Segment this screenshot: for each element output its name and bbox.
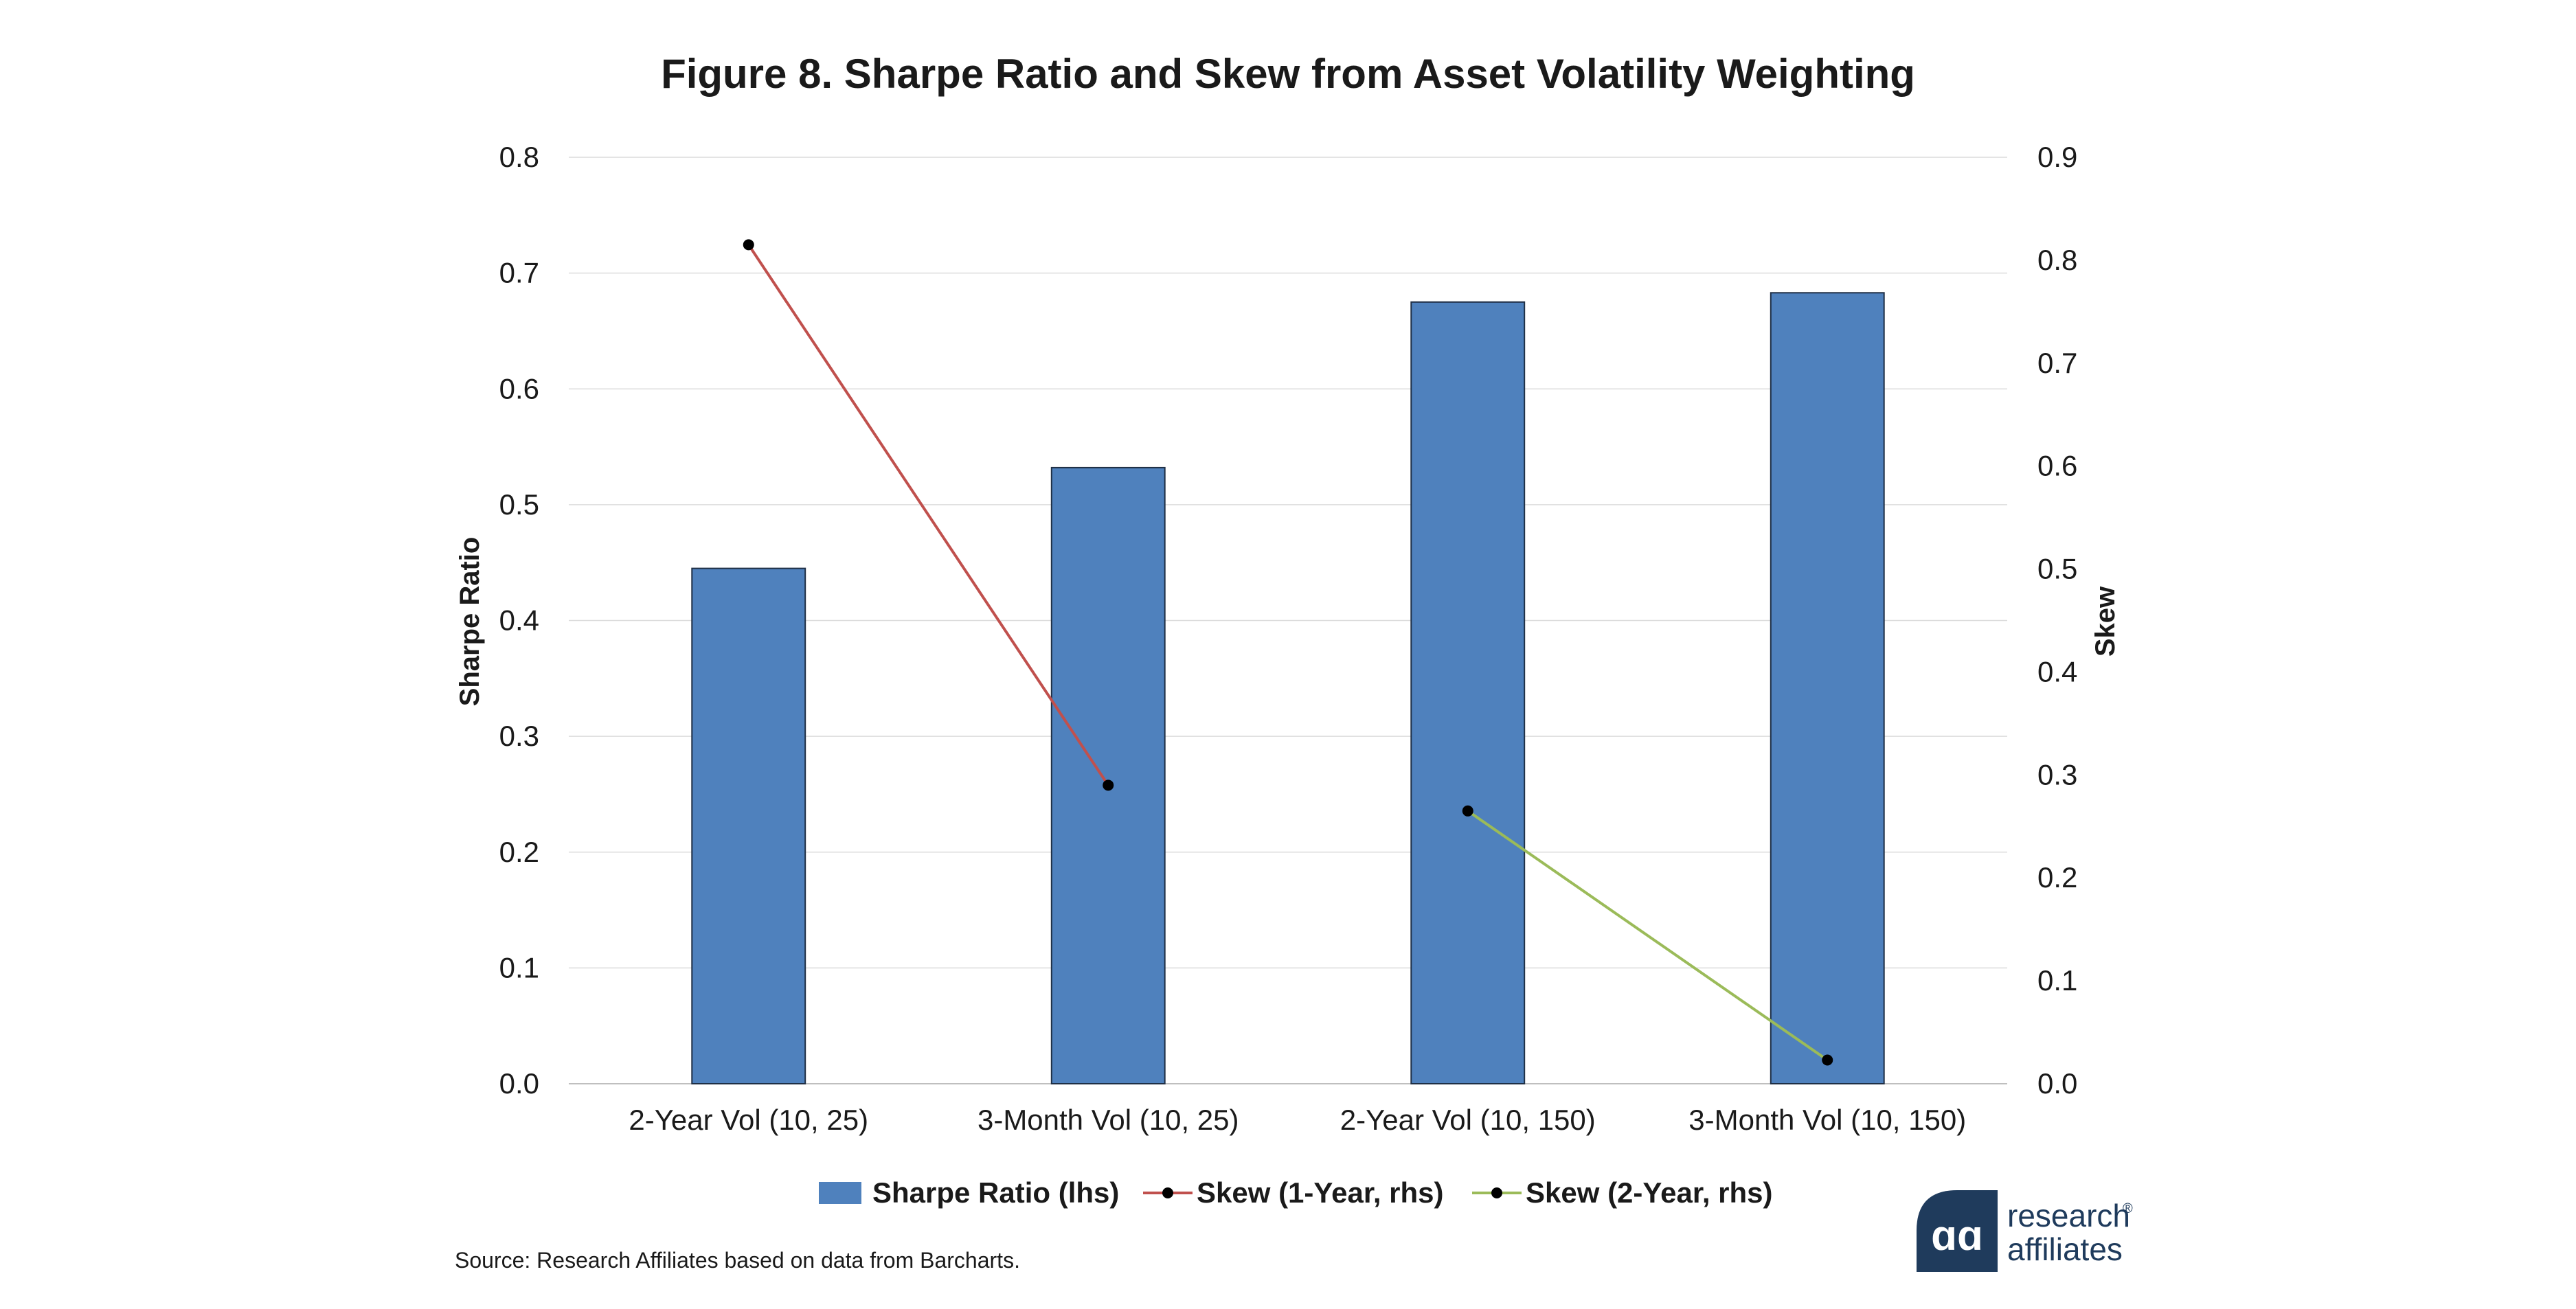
legend-swatch-bar (819, 1182, 861, 1204)
y2-axis-ticks: 0.0 0.1 0.2 0.3 0.4 0.5 0.6 0.7 0.8 0.9 (2037, 141, 2077, 1100)
legend-swatch-marker (1162, 1187, 1173, 1198)
bar-series (691, 292, 1885, 1084)
legend-entry-label: Skew (1-Year, rhs) (1197, 1176, 1444, 1209)
logo-mark-letters: ɑɑ (1931, 1212, 1983, 1260)
y2-tick-label: 0.6 (2037, 450, 2077, 482)
chart-title: Figure 8. Sharpe Ratio and Skew from Ass… (661, 51, 1915, 97)
legend-swatch-marker (1491, 1187, 1502, 1198)
y-tick-label: 0.7 (499, 257, 539, 289)
y2-tick-label: 0.5 (2037, 553, 2077, 585)
y2-tick-label: 0.8 (2037, 244, 2077, 276)
y2-axis-label: Skew (2090, 586, 2121, 657)
skew-data-point (1462, 805, 1473, 817)
y-tick-label: 0.3 (499, 720, 539, 752)
legend-entry-label: Skew (2-Year, rhs) (1526, 1176, 1773, 1209)
y-tick-label: 0.4 (499, 604, 539, 637)
sharpe-ratio-bar (1770, 292, 1885, 1084)
sharpe-ratio-bar (1050, 466, 1166, 1084)
skew-data-point (1822, 1054, 1833, 1066)
y2-tick-label: 0.4 (2037, 655, 2077, 687)
y2-tick-label: 0.3 (2037, 758, 2077, 790)
logo-text-line2: affiliates (2007, 1231, 2123, 1267)
skew-series-line (1467, 810, 1829, 1062)
x-tick-label: 2-Year Vol (10, 150) (1340, 1104, 1596, 1136)
skew-series-line (747, 244, 1109, 786)
logo-badge-shape (1917, 1190, 1998, 1272)
y-axis-ticks: 0.0 0.1 0.2 0.3 0.4 0.5 0.6 0.7 0.8 (499, 141, 539, 1100)
y-tick-label: 0.6 (499, 372, 539, 405)
y2-tick-label: 0.9 (2037, 141, 2077, 173)
source-note: Source: Research Affiliates based on dat… (455, 1248, 1020, 1273)
legend: Sharpe Ratio (lhs) Skew (1-Year, rhs) Skew… (819, 1176, 1773, 1209)
research-affiliates-logo: ɑɑ research affiliates ® (1917, 1190, 2133, 1272)
sharpe-ratio-bar (691, 567, 806, 1084)
y-tick-label: 0.2 (499, 836, 539, 868)
y2-tick-label: 0.7 (2037, 347, 2077, 379)
logo-registered-mark: ® (2123, 1201, 2133, 1216)
y-tick-label: 0.0 (499, 1067, 539, 1100)
skew-data-point (1103, 779, 1114, 791)
skew-data-point (743, 239, 754, 251)
y2-tick-label: 0.2 (2037, 861, 2077, 893)
y2-tick-label: 0.0 (2037, 1067, 2077, 1100)
sharpe-ratio-bar (1410, 301, 1526, 1084)
x-tick-label: 3-Month Vol (10, 150) (1688, 1104, 1966, 1136)
y-tick-label: 0.5 (499, 488, 539, 521)
line-series (743, 239, 1833, 1066)
x-tick-label: 2-Year Vol (10, 25) (629, 1104, 868, 1136)
x-axis-ticks: 2-Year Vol (10, 25) 3-Month Vol (10, 25) 2… (629, 1104, 1966, 1136)
y-axis-label: Sharpe Ratio (455, 537, 485, 707)
logo-text-line1: research (2007, 1198, 2130, 1233)
x-tick-label: 3-Month Vol (10, 25) (978, 1104, 1239, 1136)
y-tick-label: 0.8 (499, 141, 539, 173)
y2-tick-label: 0.1 (2037, 964, 2077, 997)
y-tick-label: 0.1 (499, 951, 539, 983)
gridlines (569, 157, 2007, 1084)
legend-entry-label: Sharpe Ratio (lhs) (872, 1176, 1119, 1209)
